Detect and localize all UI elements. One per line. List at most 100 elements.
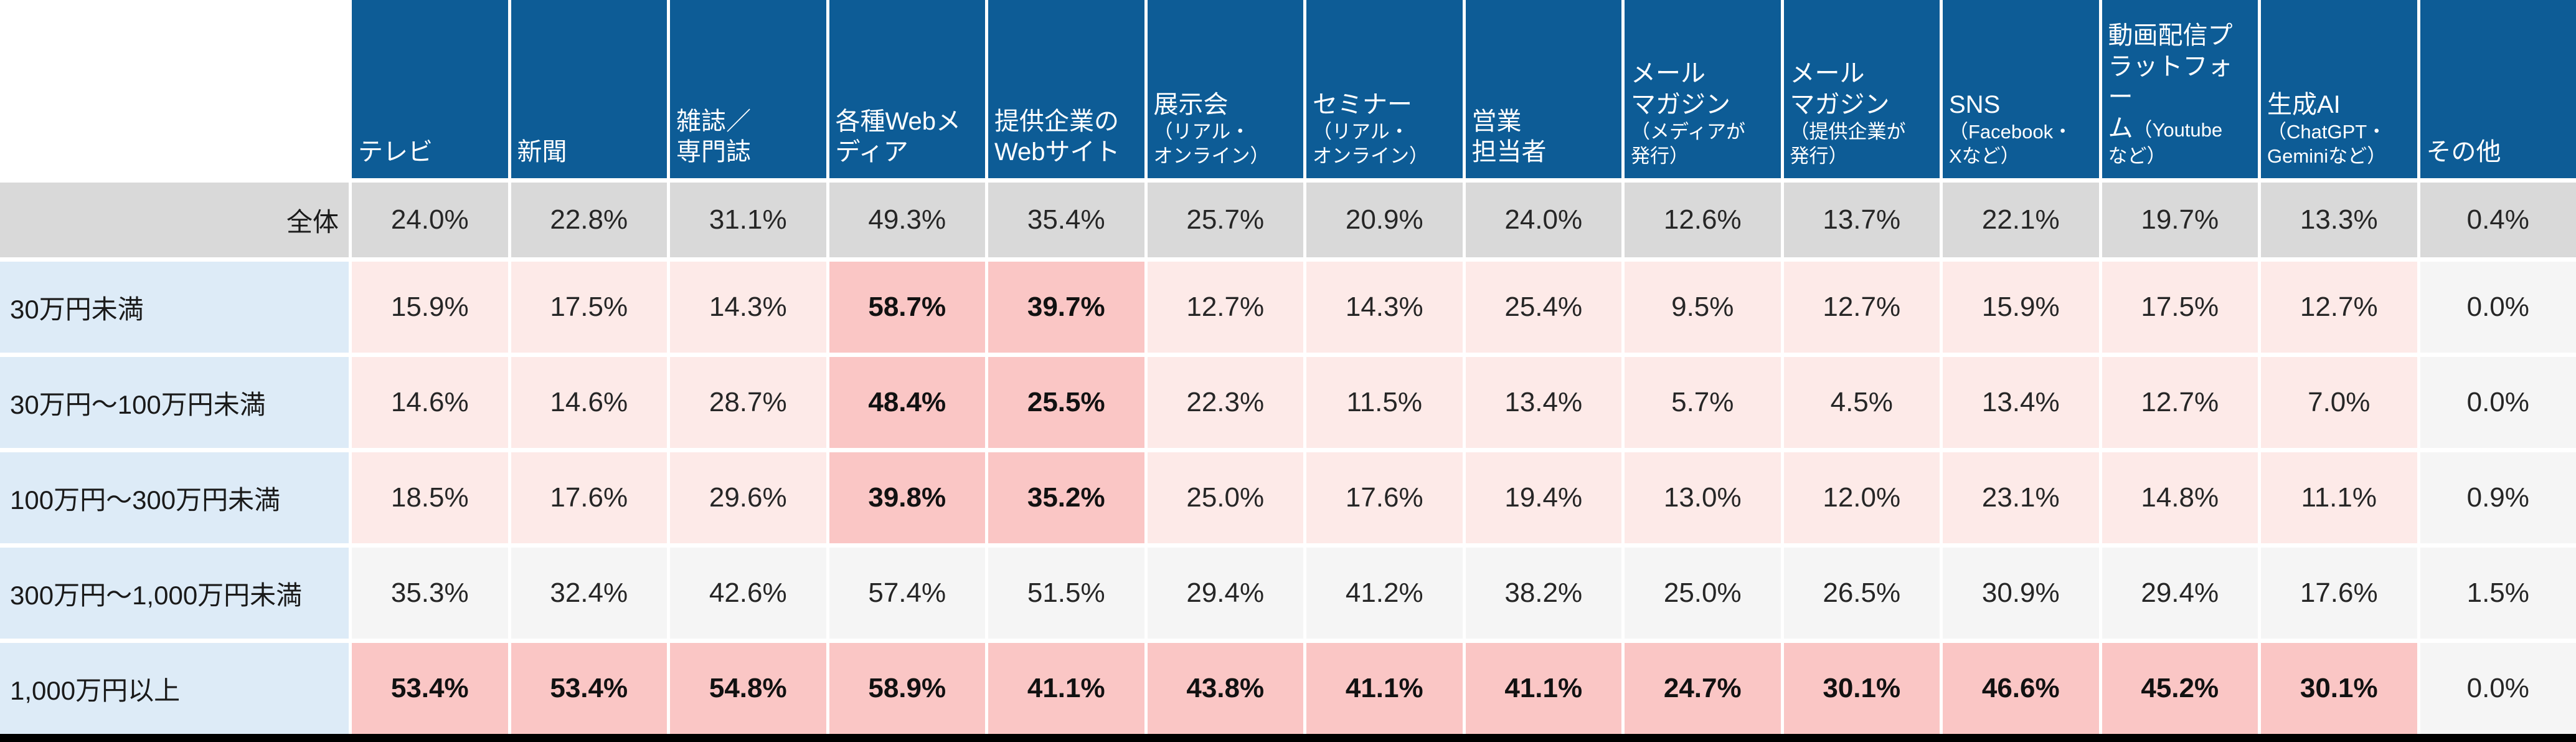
row-label-5: 300万円〜1,000万円未満 — [0, 548, 349, 639]
value-cell: 41.2% — [1306, 548, 1463, 639]
value-cell: 0.0% — [2420, 643, 2576, 734]
value-cell: 58.7% — [829, 262, 985, 353]
value-cell: 13.7% — [1783, 183, 1940, 257]
value-cell: 14.3% — [1306, 262, 1463, 353]
value-cell: 57.4% — [829, 548, 985, 639]
value-cell: 15.9% — [352, 262, 508, 353]
value-cell: 5.7% — [1625, 357, 1781, 448]
column-header-9: メール マガジン （メディアが 発行） — [1625, 0, 1781, 178]
value-cell: 12.6% — [1625, 183, 1781, 257]
value-cell: 15.9% — [1943, 262, 2099, 353]
column-header-label: メール マガジン — [1631, 59, 1730, 118]
row-label-3: 30万円〜100万円未満 — [0, 357, 349, 448]
column-header-14: その他 — [2420, 0, 2576, 178]
column-header-10: メール マガジン （提供企業が 発行） — [1783, 0, 1940, 178]
value-cell: 41.1% — [1306, 643, 1463, 734]
value-cell: 7.0% — [2261, 357, 2417, 448]
value-cell: 29.4% — [2102, 548, 2258, 639]
value-cell: 41.1% — [1465, 643, 1621, 734]
column-header-label: テレビ — [358, 138, 433, 166]
value-cell: 13.0% — [1625, 452, 1781, 543]
value-cell: 11.5% — [1306, 357, 1463, 448]
column-header-sublabel: （Facebook・ Xなど） — [1949, 121, 2073, 167]
value-cell: 14.3% — [670, 262, 826, 353]
value-cell: 0.0% — [2420, 357, 2576, 448]
column-header-label: 生成AI — [2267, 90, 2341, 118]
column-header-label: 営業 担当者 — [1471, 107, 1547, 166]
column-header-sublabel: （リアル・ オンライン） — [1153, 121, 1270, 167]
value-cell: 35.3% — [352, 548, 508, 639]
value-cell: 1.5% — [2420, 548, 2576, 639]
value-cell: 17.5% — [2102, 262, 2258, 353]
value-cell: 25.0% — [1625, 548, 1781, 639]
value-cell: 26.5% — [1783, 548, 1940, 639]
value-cell: 32.4% — [511, 548, 667, 639]
value-cell: 49.3% — [829, 183, 985, 257]
value-cell: 17.6% — [2261, 548, 2417, 639]
value-cell: 29.6% — [670, 452, 826, 543]
value-cell: 12.0% — [1783, 452, 1940, 543]
value-cell: 25.7% — [1147, 183, 1303, 257]
value-cell: 53.4% — [352, 643, 508, 734]
value-cell: 13.4% — [1465, 357, 1621, 448]
value-cell: 22.8% — [511, 183, 667, 257]
column-header-sublabel: （Youtube など） — [2108, 118, 2223, 167]
value-cell: 14.6% — [352, 357, 508, 448]
column-header-1: テレビ — [352, 0, 508, 178]
value-cell: 24.0% — [352, 183, 508, 257]
value-cell: 54.8% — [670, 643, 826, 734]
value-cell: 43.8% — [1147, 643, 1303, 734]
column-header-3: 雑誌／ 専門誌 — [670, 0, 826, 178]
value-cell: 48.4% — [829, 357, 985, 448]
column-header-2: 新聞 — [511, 0, 667, 178]
value-cell: 17.6% — [1306, 452, 1463, 543]
column-header-13: 生成AI （ChatGPT・ Geminiなど） — [2261, 0, 2417, 178]
value-cell: 4.5% — [1783, 357, 1940, 448]
value-cell: 18.5% — [352, 452, 508, 543]
column-header-sublabel: （メディアが 発行） — [1631, 121, 1745, 167]
row-label-6: 1,000万円以上 — [0, 643, 349, 734]
value-cell: 23.1% — [1943, 452, 2099, 543]
value-cell: 14.8% — [2102, 452, 2258, 543]
column-header-8: 営業 担当者 — [1465, 0, 1621, 178]
column-header-11: SNS （Facebook・ Xなど） — [1943, 0, 2099, 178]
value-cell: 42.6% — [670, 548, 826, 639]
value-cell: 13.4% — [1943, 357, 2099, 448]
value-cell: 30.1% — [2261, 643, 2417, 734]
value-cell: 19.4% — [1465, 452, 1621, 543]
column-header-6: 展示会 （リアル・ オンライン） — [1147, 0, 1303, 178]
value-cell: 12.7% — [1147, 262, 1303, 353]
corner-cell — [0, 0, 349, 178]
value-cell: 58.9% — [829, 643, 985, 734]
column-header-12: 動画配信プ ラットフォー ム（Youtube など） — [2102, 0, 2258, 178]
column-header-5: 提供企業の Webサイト — [988, 0, 1144, 178]
value-cell: 12.7% — [2102, 357, 2258, 448]
value-cell: 39.8% — [829, 452, 985, 543]
value-cell: 29.4% — [1147, 548, 1303, 639]
value-cell: 38.2% — [1465, 548, 1621, 639]
column-header-sublabel: （提供企業が 発行） — [1790, 121, 1906, 167]
value-cell: 20.9% — [1306, 183, 1463, 257]
value-cell: 0.4% — [2420, 183, 2576, 257]
value-cell: 24.7% — [1625, 643, 1781, 734]
column-header-label: メール マガジン — [1790, 59, 1890, 118]
value-cell: 25.4% — [1465, 262, 1621, 353]
value-cell: 22.3% — [1147, 357, 1303, 448]
value-cell: 28.7% — [670, 357, 826, 448]
value-cell: 14.6% — [511, 357, 667, 448]
value-cell: 31.1% — [670, 183, 826, 257]
value-cell: 39.7% — [988, 262, 1144, 353]
value-cell: 17.6% — [511, 452, 667, 543]
value-cell: 12.7% — [2261, 262, 2417, 353]
value-cell: 22.1% — [1943, 183, 2099, 257]
value-cell: 24.0% — [1465, 183, 1621, 257]
value-cell: 25.0% — [1147, 452, 1303, 543]
row-label-4: 100万円〜300万円未満 — [0, 452, 349, 543]
column-header-label: 展示会 — [1153, 90, 1229, 118]
value-cell: 51.5% — [988, 548, 1144, 639]
value-cell: 30.9% — [1943, 548, 2099, 639]
value-cell: 41.1% — [988, 643, 1144, 734]
value-cell: 0.9% — [2420, 452, 2576, 543]
row-label-2: 30万円未満 — [0, 262, 349, 353]
